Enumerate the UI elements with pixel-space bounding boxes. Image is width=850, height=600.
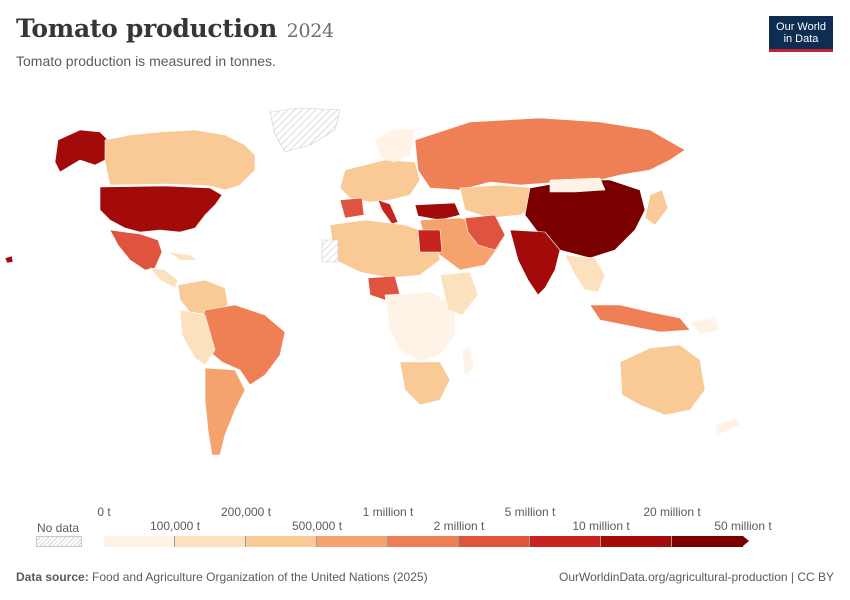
region-hawaii — [4, 255, 14, 264]
region-western-sahara — [321, 239, 339, 263]
region-india — [509, 229, 561, 296]
region-central-america — [149, 267, 179, 289]
legend-segment-1[interactable] — [175, 536, 246, 547]
region-caribbean — [167, 251, 199, 261]
legend-tick-1m: 1 million t — [362, 505, 414, 519]
legend-tick-100k: 100,000 t — [149, 519, 201, 533]
region-alaska — [54, 129, 109, 173]
region-mexico — [109, 229, 163, 271]
region-egypt — [417, 229, 443, 253]
region-indonesia — [589, 304, 691, 333]
region-papua-new-guinea — [689, 317, 721, 335]
legend-tick-20m: 20 million t — [643, 505, 701, 519]
region-greenland — [269, 107, 341, 153]
region-east-africa — [439, 271, 479, 316]
region-southern-africa — [399, 361, 451, 406]
legend-no-data-swatch — [36, 536, 82, 547]
region-scandinavia — [374, 127, 416, 163]
legend-segment-7[interactable] — [601, 536, 672, 547]
chart-subtitle: Tomato production is measured in tonnes. — [16, 53, 276, 69]
region-canada — [104, 129, 256, 191]
source-text: Food and Agriculture Organization of the… — [92, 570, 428, 584]
source-url-link[interactable]: OurWorldinData.org/agricultural-producti… — [558, 570, 834, 584]
region-japan — [644, 189, 669, 226]
legend-tick-0: 0 t — [97, 505, 111, 519]
region-north-africa — [329, 219, 441, 279]
region-italy — [377, 199, 399, 225]
data-source: Data source: Food and Agriculture Organi… — [16, 570, 428, 584]
legend-segment-8[interactable] — [672, 536, 743, 547]
region-central-africa — [384, 291, 456, 363]
region-southeast-asia — [564, 254, 606, 293]
chart-title: Tomato production 2024 — [16, 14, 334, 43]
owid-logo[interactable]: Our World in Data — [769, 16, 833, 52]
legend-tick-5m: 5 million t — [504, 505, 556, 519]
legend-segment-5[interactable] — [459, 536, 530, 547]
legend-tick-50m: 50 million t — [714, 519, 772, 533]
logo-line-1: Our World — [776, 21, 826, 33]
region-new-zealand — [714, 417, 741, 436]
legend-tick-500k: 500,000 t — [291, 519, 343, 533]
legend-tick-200k: 200,000 t — [220, 505, 272, 519]
legend-segment-4[interactable] — [388, 536, 459, 547]
legend-arrow-icon — [743, 536, 749, 546]
region-europe — [339, 159, 421, 203]
region-turkey — [414, 202, 461, 221]
legend-segment-6[interactable] — [530, 536, 601, 547]
region-iran — [464, 214, 506, 251]
region-argentina — [204, 367, 246, 456]
world-map[interactable] — [0, 100, 850, 480]
legend-segment-2[interactable] — [246, 536, 317, 547]
title-year: 2024 — [286, 20, 334, 42]
region-spain — [339, 197, 365, 219]
legend-segment-3[interactable] — [317, 536, 388, 547]
region-mongolia — [549, 177, 606, 193]
legend-segment-0[interactable] — [104, 536, 175, 547]
region-australia — [619, 344, 706, 416]
legend-tick-10m: 10 million t — [572, 519, 630, 533]
region-madagascar — [461, 345, 475, 377]
region-peru-bolivia — [179, 309, 216, 366]
legend-tick-2m: 2 million t — [433, 519, 485, 533]
title-text: Tomato production — [16, 14, 277, 43]
region-russia — [414, 117, 686, 191]
legend-no-data-label: No data — [37, 521, 80, 535]
source-label: Data source: — [16, 570, 89, 584]
logo-line-2: in Data — [783, 33, 819, 45]
region-usa — [99, 185, 223, 233]
